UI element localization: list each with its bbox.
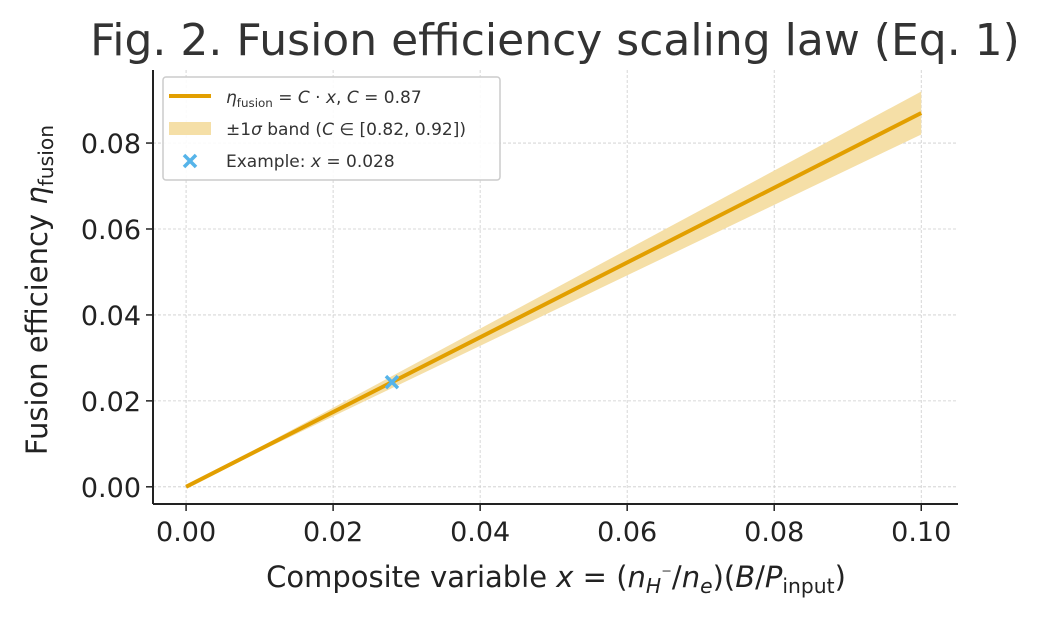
- sigma-band: [186, 91, 922, 487]
- y-tick-label: 0.02: [81, 387, 141, 418]
- chart-title: Fig. 2. Fusion efficiency scaling law (E…: [90, 15, 1020, 66]
- legend-entry-band: ±1σ band (C ∈ [0.82, 0.92]): [226, 120, 466, 140]
- legend-entry-marker: Example: x = 0.028: [226, 152, 395, 172]
- fit-line: [185, 111, 923, 489]
- example-marker-stroke: [384, 374, 400, 390]
- legend-marker-swatch: [182, 153, 198, 169]
- y-axis-label: Fusion efficiency ηfusion: [20, 125, 58, 455]
- x-ticks: 0.00 0.02 0.04 0.06 0.08 0.10: [156, 504, 951, 548]
- y-ticks: 0.00 0.02 0.04 0.06 0.08: [81, 129, 153, 504]
- x-tick-label: 0.08: [744, 517, 804, 548]
- example-marker: [384, 374, 400, 390]
- x-tick-label: 0.00: [156, 517, 216, 548]
- y-tick-label: 0.06: [81, 215, 141, 246]
- x-tick-label: 0.10: [891, 517, 951, 548]
- legend-band-swatch: [169, 122, 211, 135]
- y-tick-label: 0.08: [81, 129, 141, 160]
- x-axis-label: Composite variable x = (nH⁻/ne)(B/Pinput…: [266, 560, 846, 598]
- x-tick-label: 0.06: [597, 517, 657, 548]
- x-tick-label: 0.02: [303, 517, 363, 548]
- legend: ηfusion = C · x, C = 0.87 ±1σ band (C ∈ …: [162, 76, 501, 181]
- y-tick-label: 0.00: [81, 473, 141, 504]
- x-tick-label: 0.04: [450, 517, 510, 548]
- legend-frame: [162, 76, 501, 181]
- y-tick-label: 0.04: [81, 301, 141, 332]
- legend-entry-fit: ηfusion = C · x, C = 0.87: [226, 88, 422, 110]
